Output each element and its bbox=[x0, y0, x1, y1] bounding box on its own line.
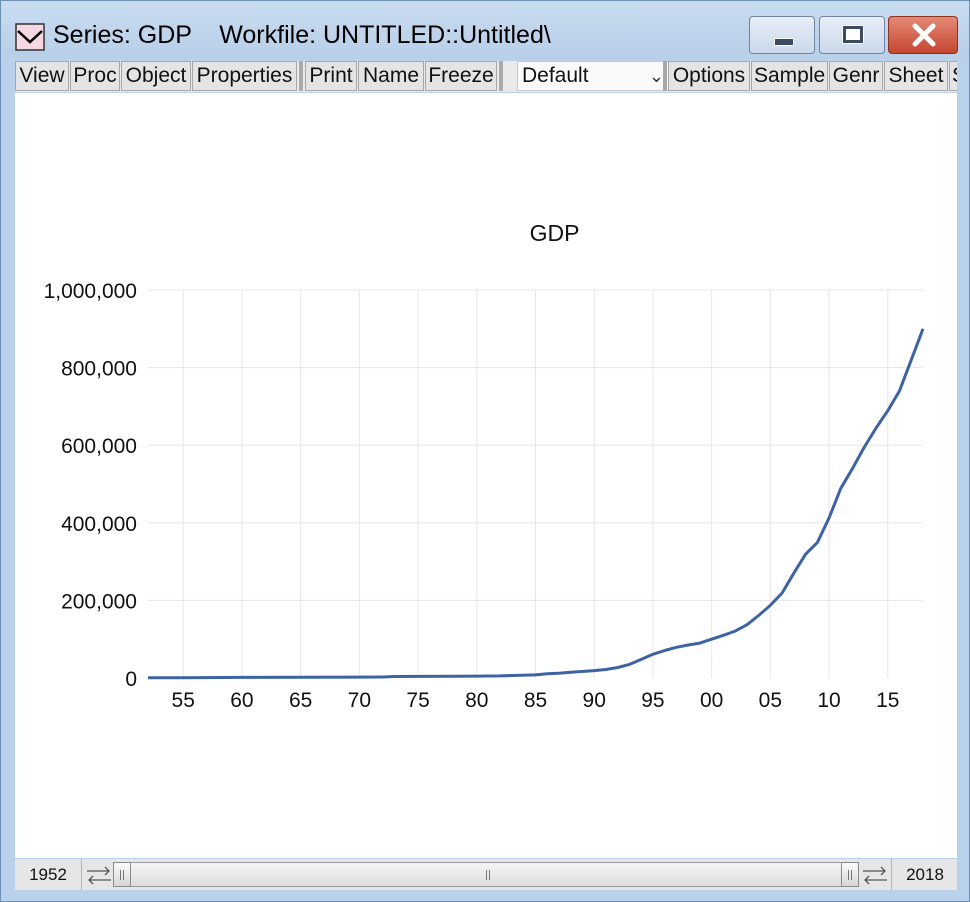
gdp-line-chart: GDP 0 200,000 400,000 600,000 800,000 1,000,00… bbox=[44, 220, 925, 712]
y-tick-label: 400,000 bbox=[61, 513, 137, 536]
proc-button[interactable]: Proc bbox=[70, 61, 120, 91]
minimize-icon bbox=[774, 38, 794, 46]
chart-title: GDP bbox=[530, 220, 580, 246]
sample-end-year: 2018 bbox=[891, 859, 958, 890]
sample-start-handle[interactable] bbox=[113, 862, 131, 887]
y-tick-label: 1,000,000 bbox=[44, 280, 137, 303]
stats-button[interactable]: S bbox=[949, 61, 957, 91]
sample-scrollbar: 1952 2018 bbox=[15, 859, 957, 890]
sheet-button[interactable]: Sheet bbox=[884, 61, 948, 91]
view-mode-dropdown[interactable]: Default ⌄ bbox=[517, 61, 673, 91]
x-tick-label: 55 bbox=[172, 689, 195, 712]
y-tick-label: 800,000 bbox=[61, 358, 137, 381]
minimize-button[interactable] bbox=[749, 16, 815, 54]
graph-area: GDP 0 200,000 400,000 600,000 800,000 1,000,00… bbox=[15, 93, 957, 858]
x-tick-label: 60 bbox=[230, 689, 253, 712]
y-tick-label: 600,000 bbox=[61, 435, 137, 458]
x-tick-label: 65 bbox=[289, 689, 312, 712]
left-right-arrows-icon[interactable] bbox=[85, 863, 113, 887]
chevron-down-icon: ⌄ bbox=[648, 66, 664, 86]
x-tick-label: 85 bbox=[524, 689, 547, 712]
sample-end-handle[interactable] bbox=[841, 862, 859, 887]
close-button[interactable] bbox=[888, 16, 958, 54]
window-title: Series: GDP Workfile: UNTITLED::Untitled… bbox=[53, 21, 551, 49]
handle-grip bbox=[120, 870, 124, 880]
y-tick-label: 200,000 bbox=[61, 590, 137, 613]
sample-button[interactable]: Sample bbox=[751, 61, 828, 91]
genr-button[interactable]: Genr bbox=[829, 61, 883, 91]
left-right-arrows-icon[interactable] bbox=[861, 863, 889, 887]
maximize-button[interactable] bbox=[819, 16, 885, 54]
view-button[interactable]: View bbox=[15, 61, 69, 91]
x-tick-label: 05 bbox=[759, 689, 782, 712]
x-tick-label: 90 bbox=[583, 689, 606, 712]
maximize-icon bbox=[842, 25, 864, 44]
x-tick-label: 00 bbox=[700, 689, 723, 712]
x-tick-label: 10 bbox=[817, 689, 840, 712]
series-graph-icon bbox=[15, 23, 45, 51]
object-toolbar: View Proc Object Properties Print Name F… bbox=[15, 61, 957, 92]
close-icon bbox=[912, 23, 936, 47]
x-tick-label: 80 bbox=[465, 689, 488, 712]
toolbar-separator bbox=[499, 61, 503, 91]
x-tick-label: 75 bbox=[406, 689, 429, 712]
object-button[interactable]: Object bbox=[121, 61, 191, 91]
x-tick-label: 70 bbox=[348, 689, 371, 712]
print-button[interactable]: Print bbox=[305, 61, 357, 91]
freeze-button[interactable]: Freeze bbox=[425, 61, 497, 91]
view-mode-value: Default bbox=[522, 64, 589, 87]
toolbar-separator bbox=[663, 61, 667, 91]
track-grip bbox=[486, 870, 490, 880]
sample-range-track[interactable] bbox=[121, 862, 857, 887]
y-tick-label: 0 bbox=[125, 668, 137, 691]
gdp-series-line bbox=[148, 328, 925, 680]
name-button[interactable]: Name bbox=[358, 61, 424, 91]
properties-button[interactable]: Properties bbox=[192, 61, 297, 91]
x-tick-label: 95 bbox=[641, 689, 664, 712]
options-button[interactable]: Options bbox=[668, 61, 750, 91]
x-tick-label: 15 bbox=[876, 689, 899, 712]
sample-start-year: 1952 bbox=[15, 859, 82, 890]
handle-grip bbox=[848, 870, 852, 880]
toolbar-separator bbox=[299, 61, 303, 91]
title-bar[interactable]: Series: GDP Workfile: UNTITLED::Untitled… bbox=[1, 1, 969, 59]
